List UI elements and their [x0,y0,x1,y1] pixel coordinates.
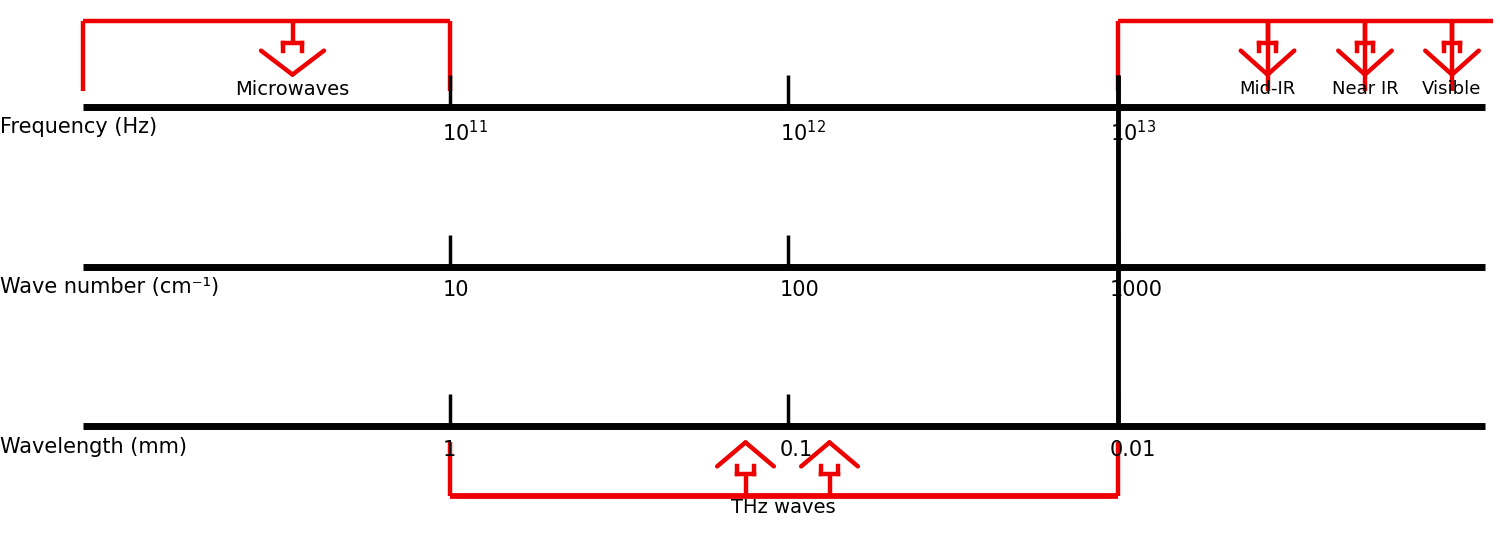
Text: Mid-IR: Mid-IR [1239,80,1296,98]
Text: $10^{13}$: $10^{13}$ [1110,120,1156,145]
Text: Wave number (cm⁻¹): Wave number (cm⁻¹) [0,277,219,297]
Text: THz waves: THz waves [732,498,836,518]
Text: 0.01: 0.01 [1110,440,1156,460]
Text: 100: 100 [780,280,819,300]
Text: Wavelength (mm): Wavelength (mm) [0,437,188,457]
Text: Near IR: Near IR [1332,80,1398,98]
Text: 0.1: 0.1 [780,440,813,460]
Text: Microwaves: Microwaves [236,80,350,99]
Text: Visible: Visible [1422,80,1482,98]
Text: $10^{11}$: $10^{11}$ [442,120,489,145]
Text: 1000: 1000 [1110,280,1162,300]
Text: $10^{12}$: $10^{12}$ [780,120,826,145]
Text: Frequency (Hz): Frequency (Hz) [0,117,158,138]
Text: 1: 1 [442,440,456,460]
Text: 10: 10 [442,280,470,300]
